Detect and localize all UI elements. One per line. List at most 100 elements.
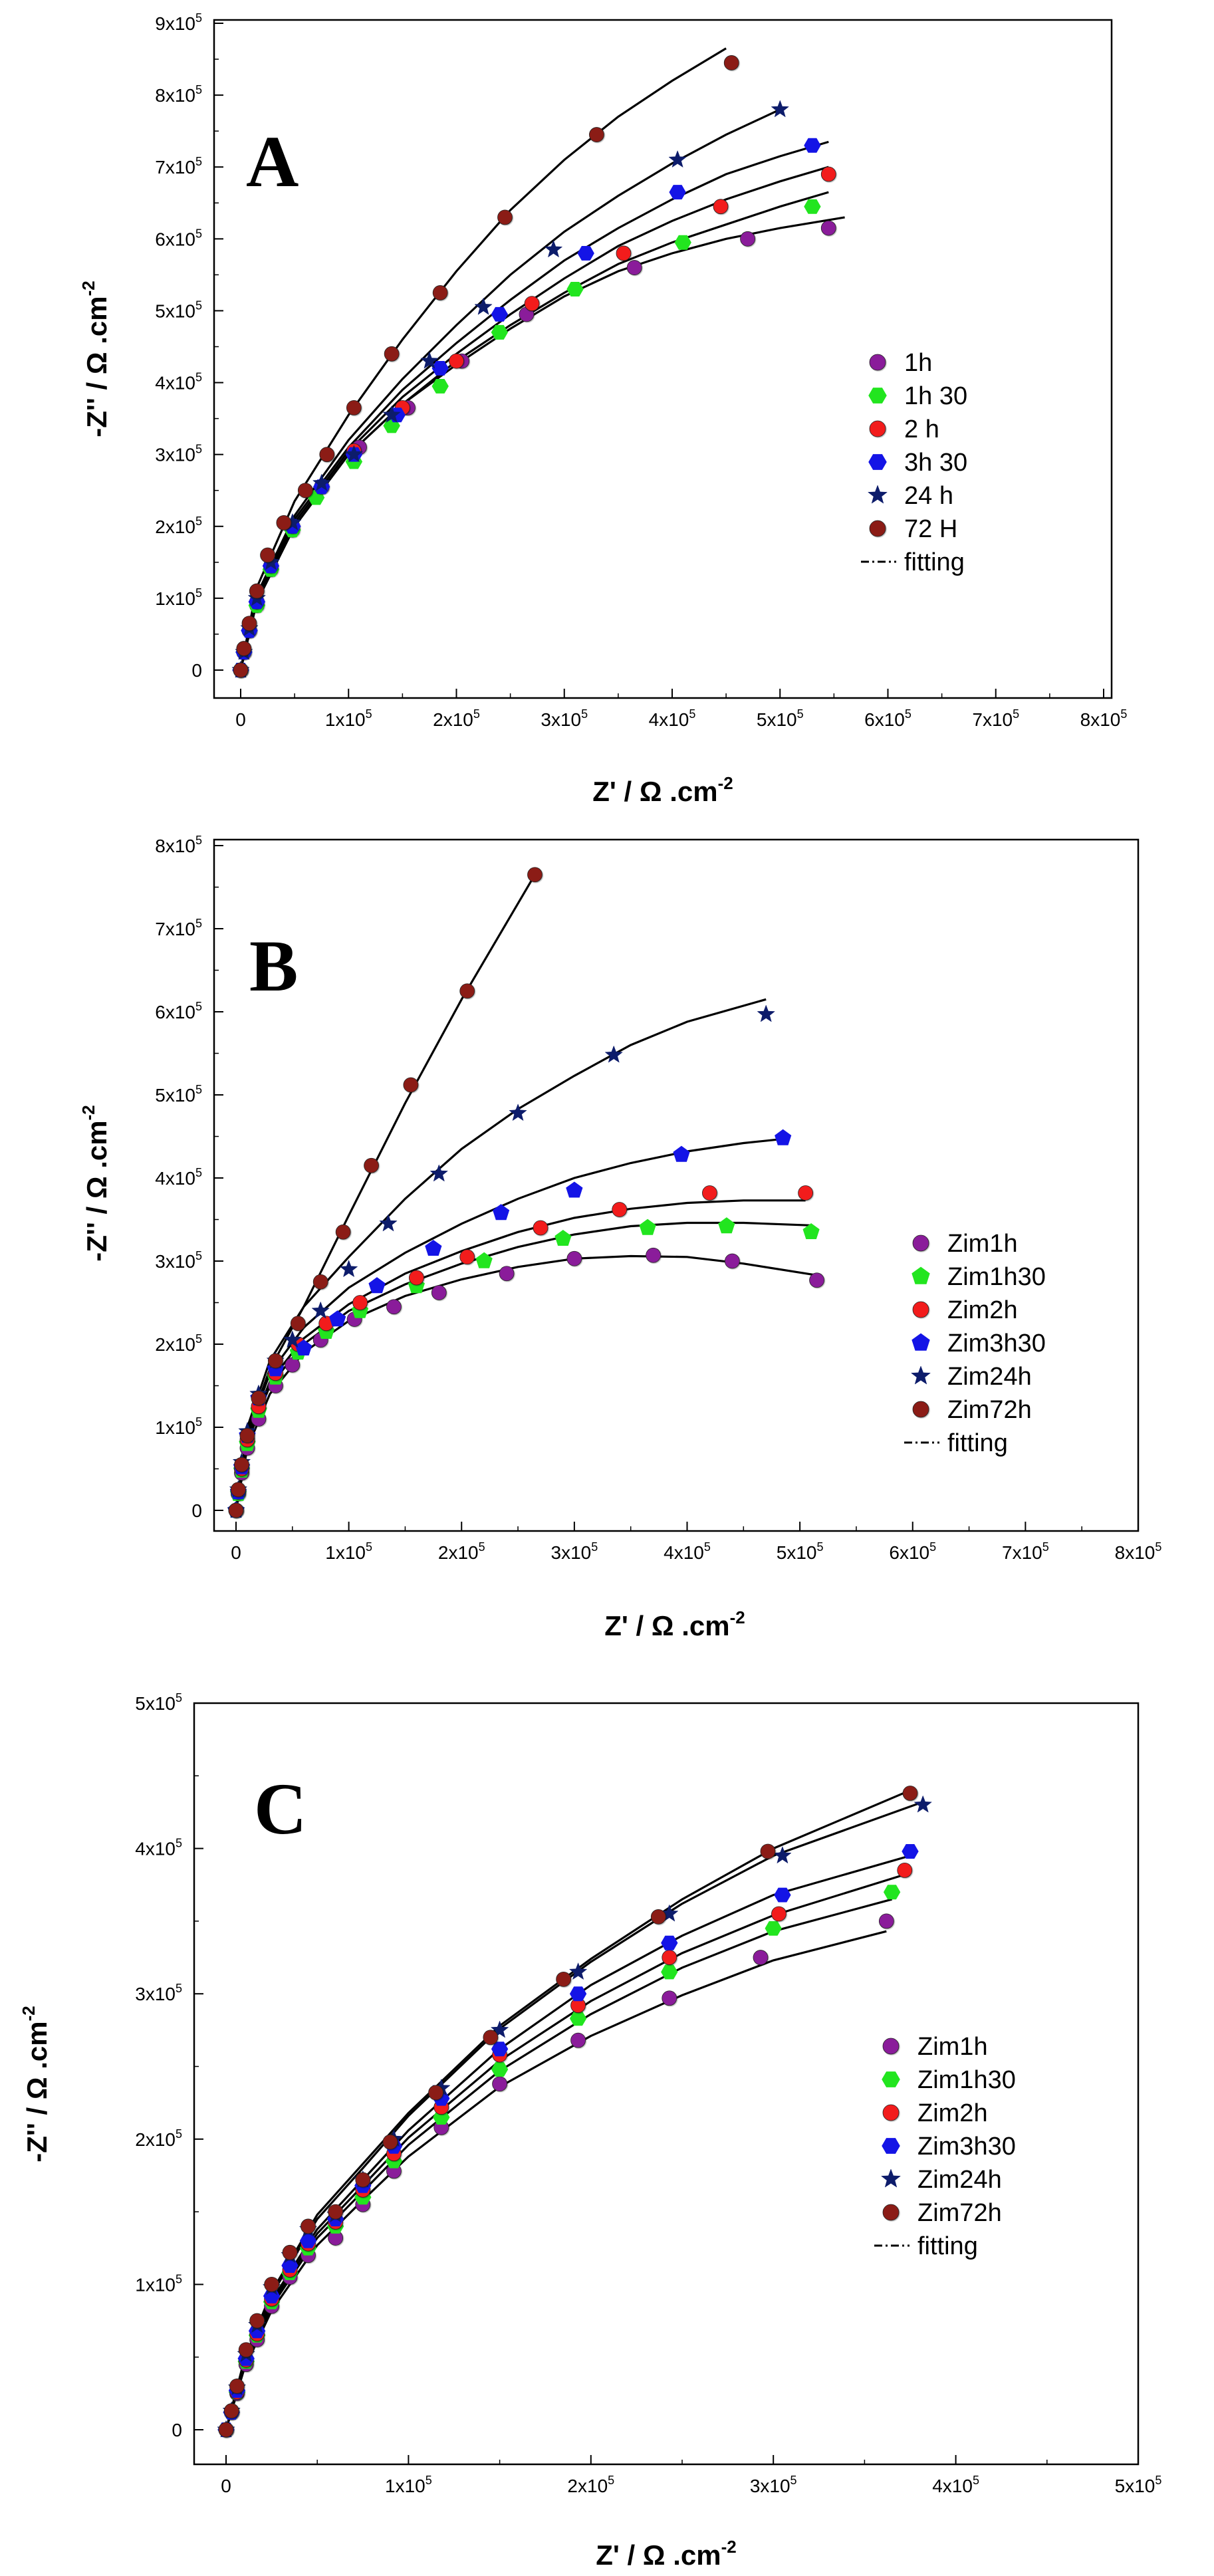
y-tick-label: 8x105	[155, 83, 202, 106]
data-point-zim2h	[662, 1950, 677, 1965]
data-point-72-h	[319, 447, 335, 463]
data-point-zim1h30	[802, 1223, 820, 1239]
data-point-zim1h30	[475, 1252, 493, 1268]
y-tick-label: 6x105	[155, 1000, 202, 1022]
legend-entry-label: Zim72h	[947, 1396, 1032, 1424]
data-point-zim1h30	[883, 1885, 901, 1900]
x-tick-label: 3x105	[551, 1540, 598, 1563]
data-point-24-h	[312, 473, 331, 491]
legend-entry-label: Zim24h	[947, 1363, 1032, 1391]
y-tick-label: 1x105	[135, 2272, 182, 2295]
legend-entry-label: Zim2h	[947, 1296, 1018, 1324]
legend-marker	[869, 354, 886, 371]
legend-entry-label: Zim1h	[947, 1230, 1018, 1258]
data-point-zim72h	[229, 2379, 245, 2394]
data-point-zim72h	[249, 2313, 265, 2329]
legend-marker	[868, 454, 887, 470]
data-point-zim1h	[386, 1299, 402, 1315]
legend-entry-label: 3h 30	[904, 449, 967, 477]
x-tick-label: 4x105	[932, 2474, 979, 2496]
fit-curve-3h-30	[239, 140, 829, 671]
data-point-3h-30	[431, 361, 449, 376]
data-point-zim1h	[753, 1950, 769, 1965]
legend-entry-label: Zim3h30	[917, 2133, 1016, 2161]
legend-entry-label: Zim1h30	[947, 1263, 1046, 1291]
y-tick-label: 5x105	[155, 1083, 202, 1106]
y-tick-label: 6x105	[155, 227, 202, 249]
data-point-zim1h30	[765, 1921, 782, 1936]
data-point-zim72h	[364, 1157, 379, 1173]
data-point-zim3h30	[774, 1887, 791, 1903]
fit-curve-zim1h	[235, 1254, 817, 1511]
data-point-72-h	[276, 515, 292, 530]
data-point-72-h	[249, 583, 265, 599]
legend-marker	[881, 2168, 901, 2188]
data-point-zim3h30	[425, 1239, 442, 1256]
data-point-24-h	[382, 405, 401, 423]
data-point-zim72h	[403, 1077, 419, 1093]
legend-marker	[868, 485, 888, 504]
data-point-zim24h	[490, 2020, 509, 2038]
legend-marker	[912, 1401, 929, 1418]
data-point-zim72h	[228, 1502, 244, 1518]
x-tick-label: 2x105	[438, 1540, 485, 1563]
y-tick-label: 8x105	[155, 834, 202, 856]
legend-entry-label: Zim2h	[917, 2099, 988, 2127]
data-point-1h-30	[431, 379, 449, 394]
data-point-zim72h	[760, 1843, 776, 1859]
data-point-zim3h30	[329, 1310, 346, 1327]
legend-entry-label: 72 H	[904, 515, 957, 543]
y-tick-label: 3x105	[155, 1249, 202, 1272]
panel-b-plot-frame	[213, 838, 1140, 1532]
data-point-zim1h	[566, 1250, 582, 1266]
legend-marker	[882, 2071, 900, 2087]
fit-curve-1h-30	[239, 191, 829, 671]
legend-entry-label: 2 h	[904, 415, 939, 443]
data-point-2-h	[524, 296, 540, 312]
fit-curve-2-h	[239, 166, 829, 671]
x-tick-label: 6x105	[889, 1540, 936, 1563]
legend-marker	[912, 1301, 929, 1318]
data-point-zim24h	[429, 1164, 449, 1182]
data-point-zim72h	[239, 1428, 255, 1443]
data-point-3h-30	[577, 246, 594, 261]
panel-c-plot-frame	[193, 1702, 1140, 2466]
y-tick-label: 3x105	[155, 443, 202, 465]
data-point-72-h	[346, 400, 362, 415]
x-tick-label: 8x105	[1115, 1540, 1162, 1563]
data-point-zim2h	[533, 1220, 548, 1236]
legend-marker	[911, 1333, 930, 1351]
data-point-zim72h	[428, 2085, 443, 2101]
data-point-zim72h	[335, 1224, 351, 1240]
data-point-72-h	[236, 641, 252, 656]
data-point-zim72h	[264, 2276, 280, 2292]
data-point-3h-30	[669, 185, 686, 199]
data-point-zim2h	[702, 1185, 717, 1201]
fit-curve-zim72h	[235, 874, 536, 1511]
panel-a-y-axis-title: -Z'' / Ω .cm-2	[78, 281, 112, 437]
y-tick-label: 0	[191, 660, 202, 681]
data-point-zim24h	[509, 1104, 527, 1121]
x-tick-label: 0	[221, 2476, 231, 2496]
data-point-zim72h	[328, 2204, 344, 2220]
fit-curve-zim24h	[235, 998, 767, 1511]
x-tick-label: 7x105	[1002, 1540, 1049, 1563]
data-point-zim72h	[483, 2030, 499, 2046]
fit-curve-zim3h30	[225, 1854, 911, 2430]
data-point-72-h	[260, 547, 275, 563]
data-point-24-h	[544, 240, 563, 258]
x-tick-label: 7x105	[972, 707, 1019, 730]
data-point-1h-30	[566, 282, 584, 296]
legend-entry-label: 1h	[904, 349, 932, 377]
x-tick-label: 4x105	[649, 707, 696, 730]
x-tick-label: 3x105	[750, 2474, 797, 2496]
data-point-zim3h30	[491, 2042, 509, 2057]
y-tick-label: 9x105	[155, 11, 202, 34]
legend-marker	[882, 2138, 900, 2154]
fit-curve-zim3h30	[235, 1137, 783, 1511]
legend-fit-label: fitting	[904, 548, 965, 576]
data-point-72-h	[497, 209, 513, 225]
fit-curve-24-h	[239, 108, 781, 671]
data-point-zim72h	[650, 1909, 666, 1925]
legend-entry-label: Zim3h30	[947, 1330, 1046, 1357]
